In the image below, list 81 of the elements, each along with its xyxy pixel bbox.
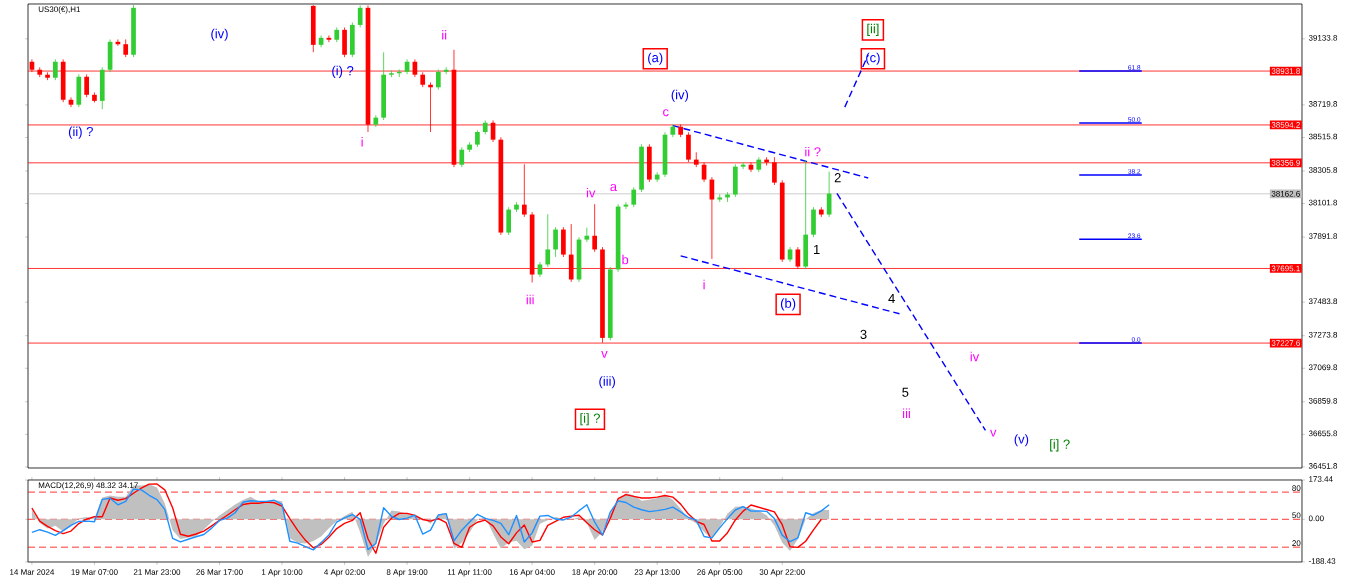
x-tick-label: 26 Apr 05:00 — [697, 569, 743, 577]
annotation: iv — [586, 187, 596, 198]
x-tick-label: 4 Apr 02:00 — [324, 569, 365, 577]
annotation: ii ? — [805, 146, 821, 157]
y-tick-label: 39133.8 — [1308, 35, 1338, 41]
x-tick-label: 8 Apr 19:00 — [386, 569, 428, 577]
ref-line-label: 38162.6 — [1271, 191, 1300, 197]
x-tick-label: 23 Apr 13:00 — [634, 569, 680, 577]
x-tick-label: 14 Mar 2024 — [10, 569, 55, 575]
y-tick-label: 36859.8 — [1308, 398, 1338, 404]
ref-line-label: 37227.6 — [1271, 340, 1300, 346]
candlestick — [459, 146, 465, 168]
y-tick-label: -188.43 — [1308, 558, 1336, 564]
x-tick-label: 1 Apr 10:00 — [261, 569, 303, 577]
annotation: (i) ? — [332, 65, 354, 78]
y-tick-label: 38305.8 — [1308, 167, 1338, 173]
annotation: iii — [526, 294, 534, 305]
y-tick-label: 37891.8 — [1308, 233, 1338, 239]
annotation: 80 — [1292, 485, 1301, 491]
y-tick-label: 37273.8 — [1308, 331, 1338, 338]
candlestick — [357, 5, 363, 28]
y-tick-label: 36655.8 — [1308, 430, 1338, 437]
ref-line-label: 38594.2 — [1271, 122, 1300, 128]
annotation: (b) — [780, 298, 796, 311]
annotation: a — [610, 183, 618, 192]
y-tick-label: 38515.8 — [1308, 133, 1338, 140]
candlestick — [584, 227, 590, 243]
annotation: 1 — [814, 245, 820, 254]
x-tick-label: 18 Apr 20:00 — [572, 569, 618, 577]
y-tick-label: 38719.8 — [1308, 101, 1338, 107]
annotation: (v) — [1014, 434, 1029, 447]
chart-title: US30(€),H1 — [38, 6, 81, 14]
annotation: 5 — [902, 387, 909, 397]
annotation: [ii] — [867, 23, 879, 36]
candlestick — [436, 69, 441, 91]
annotation: v — [990, 429, 997, 437]
candlestick — [84, 73, 89, 98]
annotation: [i] ? — [1050, 439, 1070, 452]
annotation: (iv) — [211, 28, 228, 41]
y-tick-label: 38101.8 — [1308, 199, 1338, 206]
annotation: (a) — [648, 52, 663, 65]
annotation: 3 — [860, 329, 867, 339]
annotation: ii — [442, 30, 447, 40]
y-tick-label: 36451.8 — [1308, 463, 1338, 469]
candlestick — [592, 203, 597, 253]
annotation: (c) — [866, 52, 880, 65]
annotation: [i] ? — [580, 413, 600, 426]
x-tick-label: 30 Apr 22:00 — [759, 569, 805, 577]
annotation: iii — [903, 408, 910, 418]
candlestick — [740, 161, 746, 170]
candlestick — [443, 66, 449, 75]
y-tick-label: 37069.8 — [1308, 364, 1338, 371]
annotation: 50 — [1292, 512, 1301, 519]
y-tick-label: 0.00 — [1308, 515, 1324, 522]
annotation: i — [703, 279, 705, 290]
annotation: (ii) ? — [68, 126, 93, 139]
annotation: v — [601, 350, 608, 358]
annotation: iv — [970, 351, 980, 362]
annotation: 4 — [888, 294, 895, 303]
candlestick — [53, 58, 58, 81]
ref-line-label: 38931.8 — [1271, 68, 1300, 74]
ref-line-label: 37695.1 — [1271, 265, 1300, 272]
ref-line-label: 38356.9 — [1271, 159, 1300, 166]
x-tick-label: 26 Mar 17:00 — [196, 569, 243, 575]
annotation: b — [622, 254, 629, 265]
x-tick-label: 19 Mar 07:00 — [71, 569, 118, 575]
annotation: (iii) — [599, 376, 616, 389]
annotation: c — [663, 109, 669, 117]
annotation: i — [361, 137, 363, 147]
y-tick-label: 173.44 — [1309, 476, 1333, 482]
candlestick — [631, 186, 637, 208]
candlestick — [553, 226, 558, 258]
x-tick-label: 16 Apr 04:00 — [509, 569, 555, 577]
y-tick-label: 37483.8 — [1308, 298, 1338, 305]
candlestick — [506, 206, 512, 236]
x-tick-label: 11 Apr 11:00 — [447, 569, 492, 577]
annotation: (iv) — [671, 89, 689, 102]
candlestick — [545, 213, 551, 268]
annotation: 2 — [834, 173, 841, 183]
x-tick-label: 21 Mar 23:00 — [133, 569, 181, 575]
annotation: 20 — [1292, 540, 1301, 546]
